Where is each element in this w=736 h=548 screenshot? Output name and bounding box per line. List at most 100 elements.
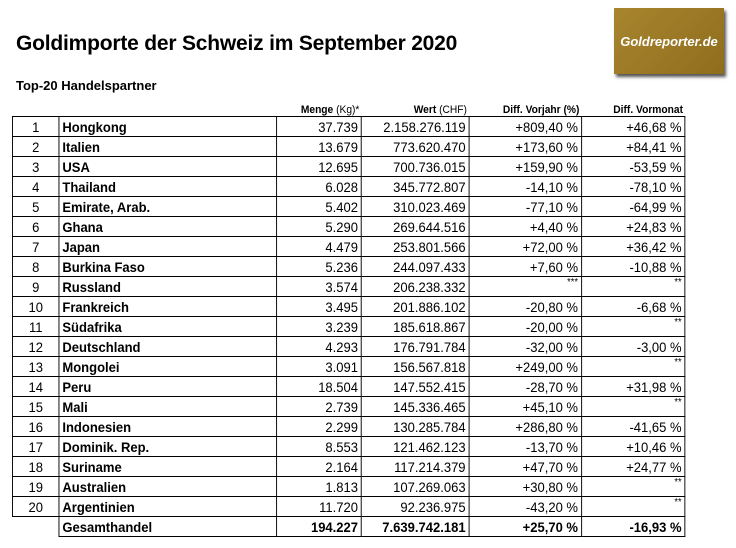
table-row: 4 Thailand 6.028 345.772.807 -14,10 % -78,10 … xyxy=(11,176,686,197)
vormonat-cell: +31,98 % xyxy=(580,376,686,397)
vormonat-cell: -64,99 % xyxy=(580,196,686,217)
vormonat-cell: +84,41 % xyxy=(580,136,686,157)
rank-cell: 4 xyxy=(11,176,60,197)
menge-cell: 2.164 xyxy=(276,456,362,477)
vormonat-cell: ** xyxy=(580,396,686,417)
wert-cell: 2.158.276.119 xyxy=(360,116,470,137)
vormonat-cell: ** xyxy=(580,476,686,497)
table-row: 17 Dominik. Rep. 8.553 121.462.123 -13,70 % +… xyxy=(11,436,686,457)
rank-cell: 6 xyxy=(11,216,60,237)
vorjahr-cell: +45,10 % xyxy=(468,396,582,417)
header-wert: Wert (CHF) xyxy=(361,98,469,117)
total-row: Gesamthandel 194.227 7.639.742.181 +25,7… xyxy=(12,516,686,537)
table-row: 13 Mongolei 3.091 156.567.818 +249,00 % ** xyxy=(11,356,686,377)
vorjahr-cell: -13,70 % xyxy=(468,436,582,457)
vormonat-cell: +24,83 % xyxy=(580,216,686,237)
vorjahr-cell: +7,60 % xyxy=(468,256,582,277)
menge-cell: 5.290 xyxy=(276,216,362,237)
wert-cell: 700.736.015 xyxy=(360,156,470,177)
rank-cell: 9 xyxy=(11,276,60,297)
country-cell: Thailand xyxy=(58,176,278,197)
header-menge-label: Menge xyxy=(300,104,334,116)
header-vormonat: Diff. Vormonat xyxy=(613,104,683,116)
menge-cell: 3.239 xyxy=(276,316,362,337)
wert-cell: 145.336.465 xyxy=(360,396,470,417)
country-cell: Peru xyxy=(58,376,278,397)
vormonat-cell: -6,68 % xyxy=(580,296,686,317)
rank-cell: 8 xyxy=(11,256,60,277)
wert-cell: 244.097.433 xyxy=(360,256,470,277)
country-cell: Hongkong xyxy=(58,116,278,137)
country-cell: Mali xyxy=(58,396,278,417)
country-cell: Deutschland xyxy=(58,336,278,357)
header-wert-label: Wert xyxy=(413,104,437,116)
menge-cell: 13.679 xyxy=(276,136,362,157)
vorjahr-cell: +4,40 % xyxy=(468,216,582,237)
table-row: 8 Burkina Faso 5.236 244.097.433 +7,60 % -10,… xyxy=(11,256,686,277)
country-cell: Südafrika xyxy=(58,316,278,337)
table-row: 5 Emirate, Arab. 5.402 310.023.469 -77,10 % -… xyxy=(11,196,686,217)
wert-cell: 176.791.784 xyxy=(360,336,470,357)
total-wert: 7.639.742.181 xyxy=(360,516,470,537)
wert-cell: 253.801.566 xyxy=(360,236,470,257)
header-vorjahr: Diff. Vorjahr (%) xyxy=(502,104,580,116)
vormonat-cell: -53,59 % xyxy=(580,156,686,177)
table-row: 19 Australien 1.813 107.269.063 +30,80 % ** xyxy=(11,476,686,497)
vormonat-cell: +46,68 % xyxy=(580,116,686,137)
wert-cell: 185.618.867 xyxy=(360,316,470,337)
vorjahr-cell: -20,00 % xyxy=(468,316,582,337)
vormonat-cell: ** xyxy=(580,276,686,297)
country-cell: Suriname xyxy=(58,456,278,477)
country-cell: Russland xyxy=(58,276,278,297)
total-vormonat: -16,93 % xyxy=(580,516,686,537)
header-menge: Menge (Kg)* xyxy=(277,98,361,117)
rank-cell: 13 xyxy=(11,356,60,377)
vormonat-cell: -78,10 % xyxy=(580,176,686,197)
header-menge-unit: (Kg)* xyxy=(336,104,360,116)
menge-cell: 12.695 xyxy=(276,156,362,177)
rank-cell: 15 xyxy=(11,396,60,417)
country-cell: Burkina Faso xyxy=(58,256,278,277)
rank-cell: 11 xyxy=(11,316,60,337)
wert-cell: 310.023.469 xyxy=(360,196,470,217)
page-title: Goldimporte der Schweiz im September 202… xyxy=(16,32,458,55)
country-cell: Emirate, Arab. xyxy=(58,196,278,217)
vorjahr-cell: *** xyxy=(468,276,582,297)
rank-cell: 14 xyxy=(11,376,60,397)
table-row: 7 Japan 4.479 253.801.566 +72,00 % +36,42 % xyxy=(11,236,686,257)
rank-cell: 19 xyxy=(11,476,60,497)
vorjahr-cell: -77,10 % xyxy=(468,196,582,217)
wert-cell: 121.462.123 xyxy=(360,436,470,457)
wert-cell: 201.886.102 xyxy=(360,296,470,317)
wert-cell: 147.552.415 xyxy=(360,376,470,397)
menge-cell: 11.720 xyxy=(276,496,362,517)
total-vorjahr: +25,70 % xyxy=(468,516,582,537)
menge-cell: 5.402 xyxy=(276,196,362,217)
vorjahr-cell: +173,60 % xyxy=(468,136,582,157)
wert-cell: 773.620.470 xyxy=(360,136,470,157)
rank-cell: 5 xyxy=(11,196,60,217)
subtitle: Top-20 Handelspartner xyxy=(16,78,157,93)
wert-cell: 156.567.818 xyxy=(360,356,470,377)
vorjahr-cell: +47,70 % xyxy=(468,456,582,477)
vormonat-cell: +10,46 % xyxy=(580,436,686,457)
table-row: 18 Suriname 2.164 117.214.379 +47,70 % +24,77… xyxy=(11,456,686,477)
menge-cell: 4.293 xyxy=(276,336,362,357)
rank-cell: 1 xyxy=(11,116,60,137)
table-row: 14 Peru 18.504 147.552.415 -28,70 % +31,98 % xyxy=(11,376,686,397)
table-row: 16 Indonesien 2.299 130.285.784 +286,80 % -41… xyxy=(11,416,686,437)
menge-cell: 2.299 xyxy=(276,416,362,437)
country-cell: Frankreich xyxy=(58,296,278,317)
country-cell: Australien xyxy=(58,476,278,497)
menge-cell: 37.739 xyxy=(276,116,362,137)
country-cell: USA xyxy=(58,156,278,177)
table-row: 11 Südafrika 3.239 185.618.867 -20,00 % ** xyxy=(11,316,686,337)
rank-cell: 18 xyxy=(11,456,60,477)
table-row: 15 Mali 2.739 145.336.465 +45,10 % ** xyxy=(11,396,686,417)
wert-cell: 345.772.807 xyxy=(360,176,470,197)
vorjahr-cell: -32,00 % xyxy=(468,336,582,357)
rank-cell: 10 xyxy=(11,296,60,317)
wert-cell: 92.236.975 xyxy=(360,496,470,517)
menge-cell: 3.574 xyxy=(276,276,362,297)
trade-partners-table: Menge (Kg)* Wert (CHF) Diff. Vorjahr (%)… xyxy=(11,98,686,537)
